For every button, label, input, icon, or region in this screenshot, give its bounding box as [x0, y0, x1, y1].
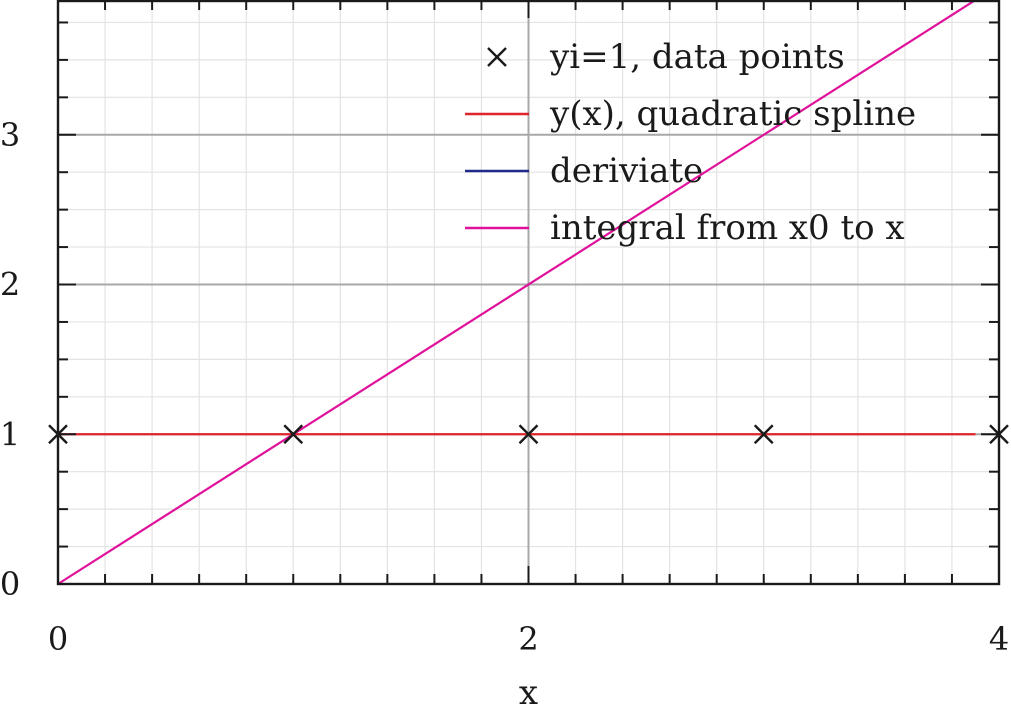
x-tick-label: 0	[48, 620, 68, 658]
y-tick-label: 2	[0, 266, 20, 304]
marker-stroke	[283, 424, 304, 445]
marker-stroke	[753, 424, 774, 445]
series-line-3	[57, 0, 978, 585]
data-point-marker	[753, 424, 774, 445]
legend-label: integral from x0 to x	[550, 208, 905, 248]
legend-marker	[487, 47, 507, 67]
legend-label: deriviate	[550, 151, 703, 191]
y-tick-label: 1	[0, 415, 20, 453]
x-tick-label: 4	[989, 620, 1009, 658]
x-axis-label: x	[519, 673, 538, 709]
data-point-marker	[283, 424, 304, 445]
x-tick-label: 2	[518, 620, 538, 658]
legend-item: deriviate	[465, 151, 703, 191]
axis-ticks	[57, 0, 1000, 585]
legend-label: yi=1, data points	[549, 37, 845, 77]
legend-item: yi=1, data points	[487, 37, 845, 77]
data-point-marker	[518, 424, 539, 445]
y-tick-label: 3	[0, 116, 20, 154]
marker-stroke	[518, 424, 539, 445]
series-layer	[48, 0, 1009, 585]
legend: yi=1, data points y(x), quadratic spline d…	[465, 37, 916, 248]
tick-labels: 0 2 4 0 1 2 3	[0, 116, 1009, 658]
legend-label: y(x), quadratic spline	[549, 94, 916, 134]
y-tick-label: 0	[0, 565, 20, 603]
legend-item: integral from x0 to x	[465, 208, 905, 248]
legend-item: y(x), quadratic spline	[465, 94, 916, 134]
